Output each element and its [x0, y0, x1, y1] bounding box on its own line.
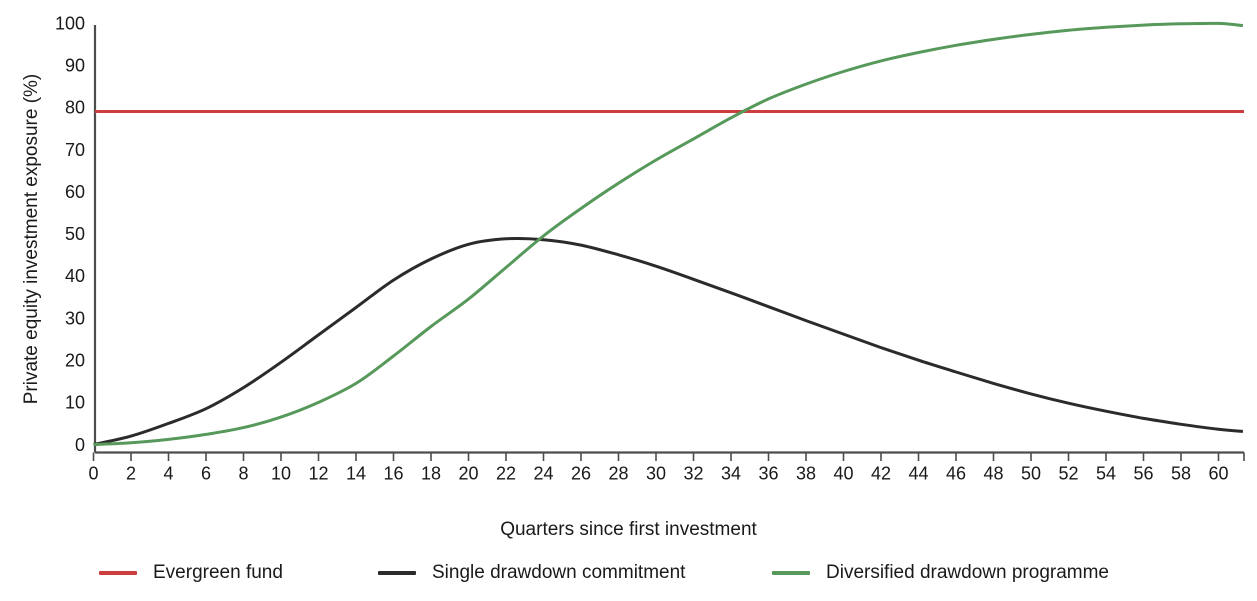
x-tick-label: 52 [1058, 464, 1078, 484]
x-tick-label: 58 [1171, 464, 1191, 484]
x-tick-label: 0 [88, 464, 98, 484]
y-tick-label: 20 [65, 351, 85, 371]
x-tick-label: 4 [163, 464, 173, 484]
x-tick-label: 32 [683, 464, 703, 484]
x-tick-label: 28 [608, 464, 628, 484]
y-tick-label: 60 [65, 182, 85, 202]
x-axis-title: Quarters since first investment [500, 519, 757, 540]
x-tick-label: 38 [796, 464, 816, 484]
x-tick-label: 60 [1208, 464, 1228, 484]
x-tick-label: 22 [496, 464, 516, 484]
y-tick-label: 50 [65, 224, 85, 244]
y-tick-label: 10 [65, 393, 85, 413]
legend-label: Diversified drawdown programme [826, 562, 1109, 583]
axis-lines [93, 25, 1244, 454]
y-tick-label: 100 [55, 13, 85, 33]
series-line-diversified-drawdown-programme [93, 21, 1244, 446]
legend-item-evergreen-fund: Evergreen fund [99, 561, 283, 585]
x-tick-label: 54 [1096, 464, 1116, 484]
legend-item-single-drawdown: Single drawdown commitment [378, 561, 685, 585]
x-tick-label: 8 [238, 464, 248, 484]
x-tick-label: 36 [758, 464, 778, 484]
x-tick-label: 24 [533, 464, 553, 484]
x-tick-label: 42 [871, 464, 891, 484]
x-tick-label: 20 [458, 464, 478, 484]
legend-label: Evergreen fund [153, 562, 283, 583]
x-tick-label: 12 [308, 464, 328, 484]
x-tick-label: 18 [421, 464, 441, 484]
legend-item-diversified-drawdown: Diversified drawdown programme [772, 561, 1109, 585]
legend-swatch [99, 571, 137, 575]
legend-swatch [772, 571, 810, 575]
legend-swatch [378, 571, 416, 575]
x-tick-label: 56 [1133, 464, 1153, 484]
y-tick-label: 90 [65, 55, 85, 75]
legend: Evergreen fund Single drawdown commitmen… [0, 561, 1257, 587]
x-tick-label: 48 [983, 464, 1003, 484]
series-line-single-drawdown-commitment [93, 236, 1244, 446]
y-tick-label: 30 [65, 308, 85, 328]
y-axis-title: Private equity investment exposure (%) [21, 73, 42, 405]
x-tick-label: 16 [383, 464, 403, 484]
legend-label: Single drawdown commitment [432, 562, 686, 583]
y-tick-label: 80 [65, 98, 85, 118]
x-tick-label: 26 [571, 464, 591, 484]
x-tick-label: 44 [908, 464, 928, 484]
x-tick-label: 30 [646, 464, 666, 484]
axes-layer [92, 25, 1245, 461]
x-tick-label: 14 [346, 464, 366, 484]
x-tick-label: 40 [833, 464, 853, 484]
y-tick-label: 40 [65, 266, 85, 286]
tick-label-layer: 0 2 4 6 8 10 12 14 16 18 20 22 24 26 28 30 32 34 36 38 40 42 4… [55, 13, 1229, 483]
series-layer [93, 21, 1244, 446]
x-tick-label: 2 [126, 464, 136, 484]
y-tick-label: 0 [75, 435, 85, 455]
y-tick-label: 70 [65, 140, 85, 160]
x-tick-label: 34 [721, 464, 741, 484]
x-tick-label: 50 [1021, 464, 1041, 484]
x-tick-label: 46 [946, 464, 966, 484]
x-tick-label: 10 [271, 464, 291, 484]
x-tick-label: 6 [201, 464, 211, 484]
